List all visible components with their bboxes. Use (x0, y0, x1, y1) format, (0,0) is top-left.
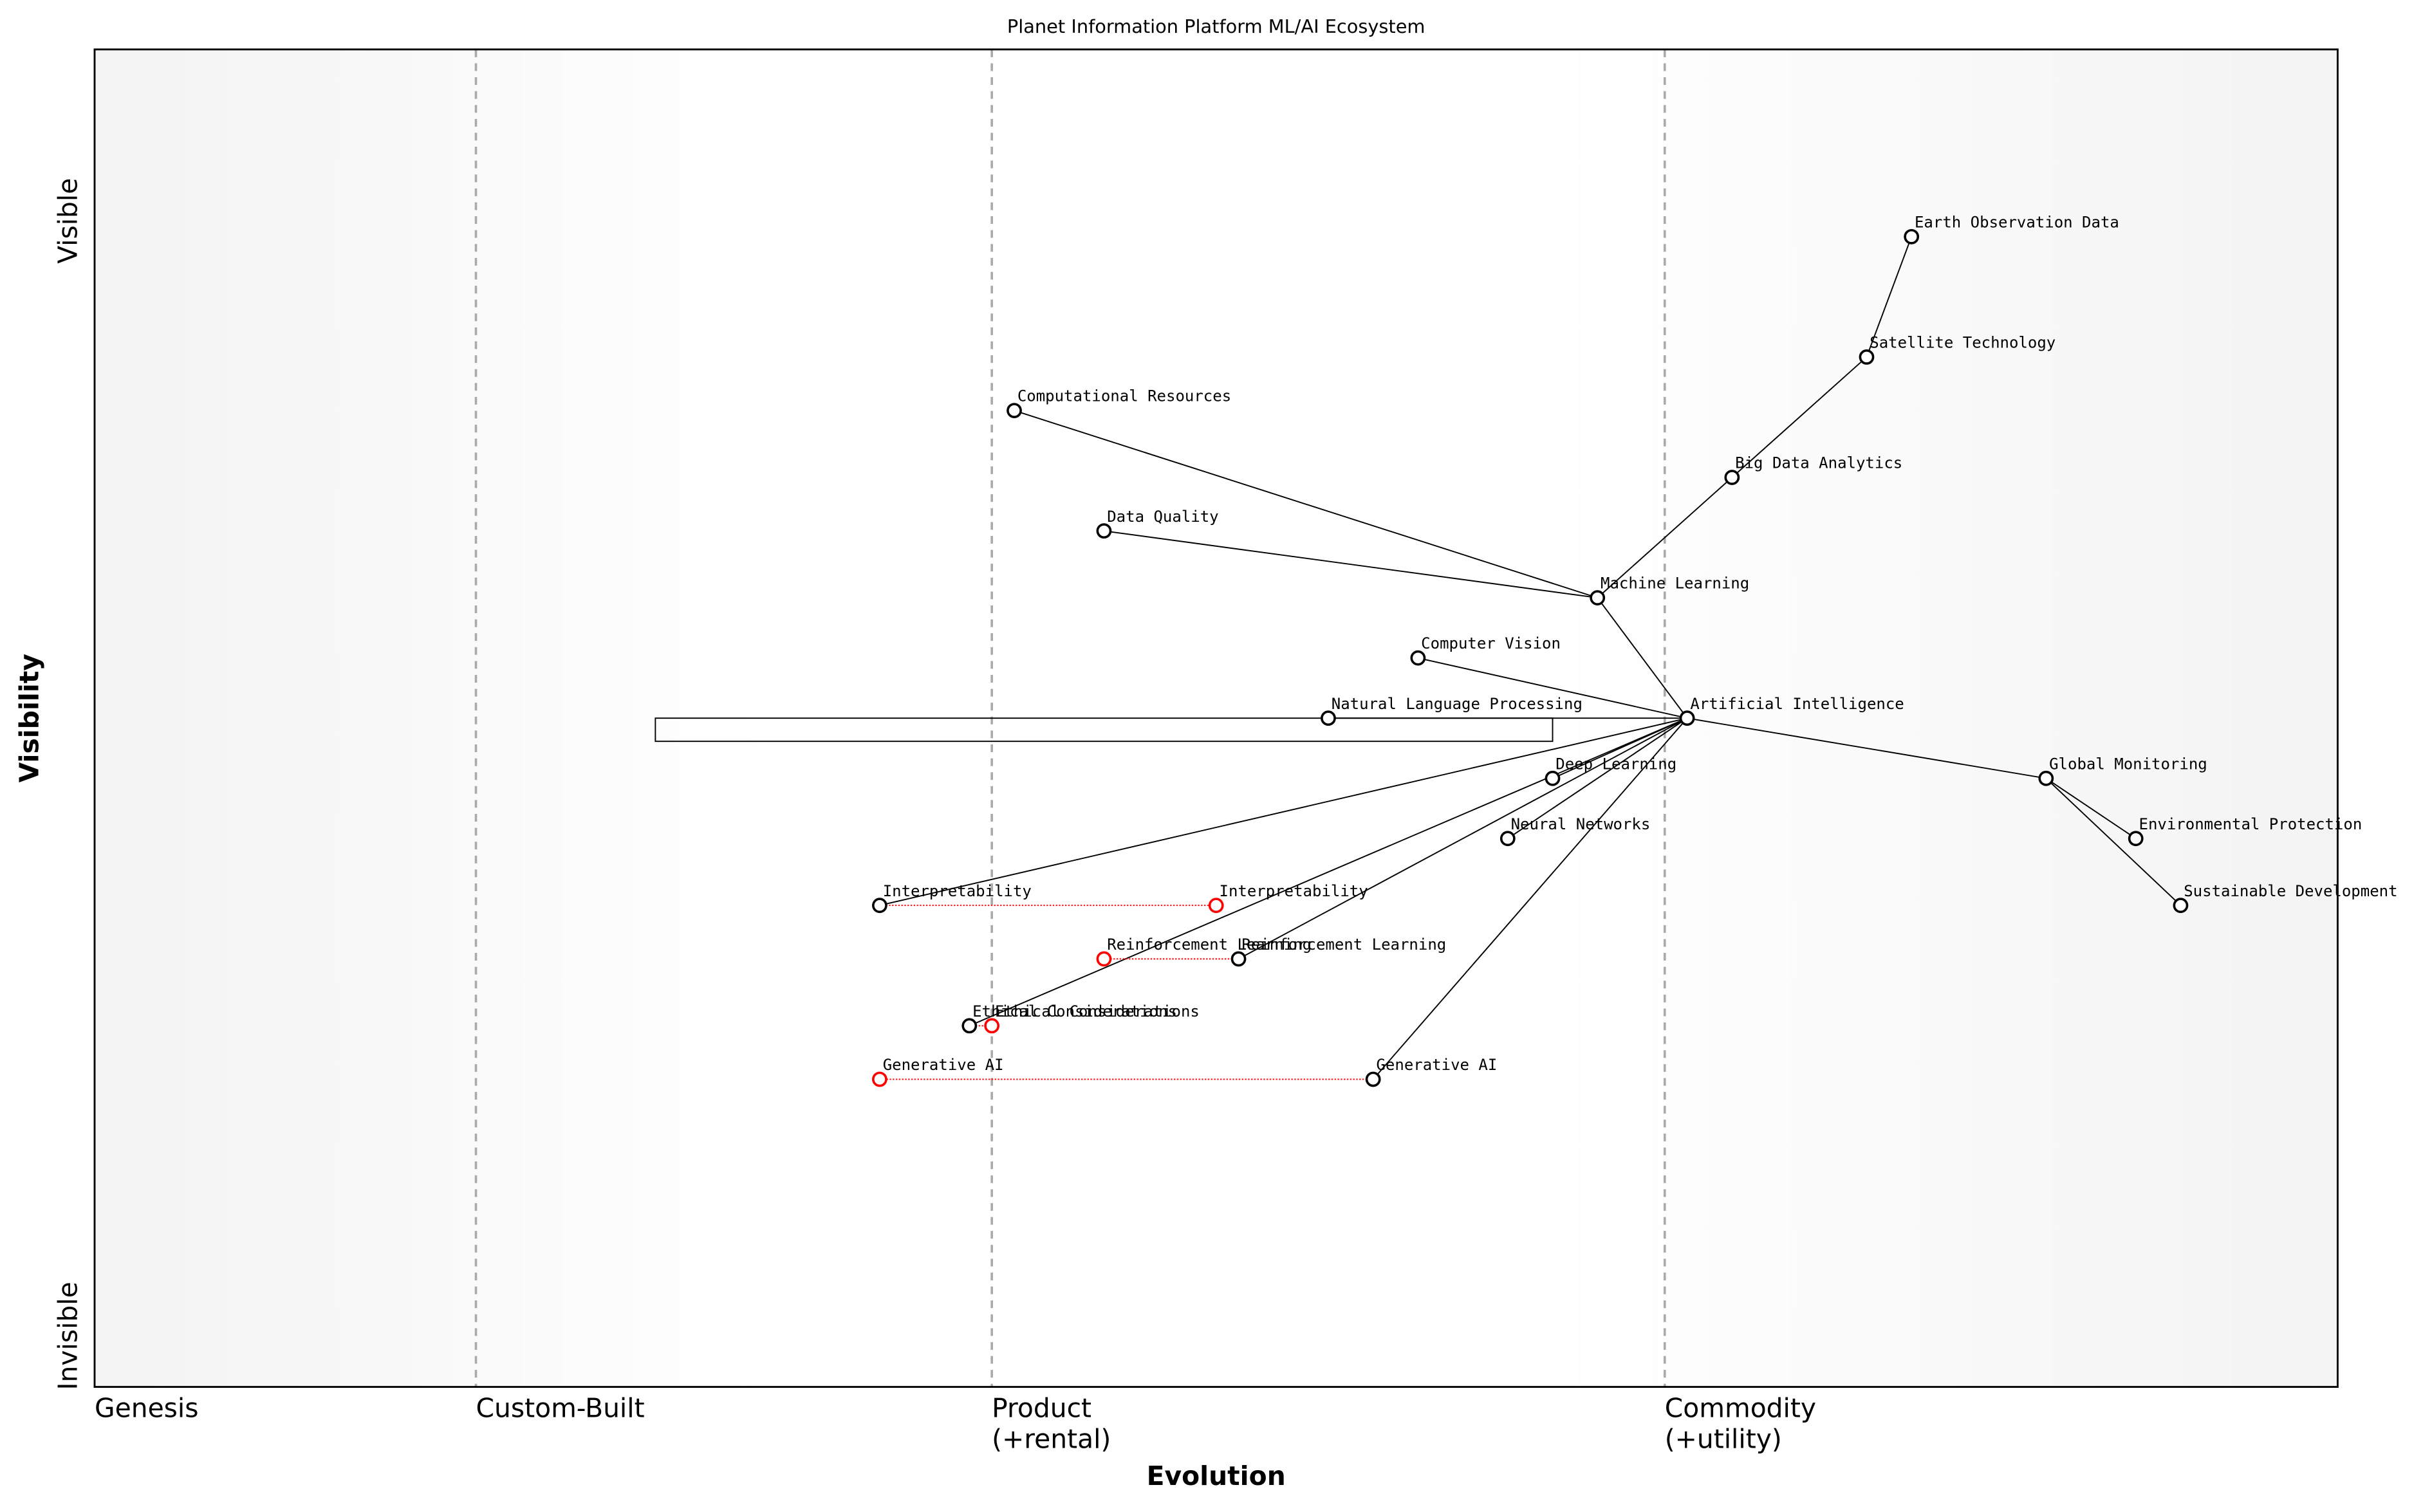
stage-label: (+utility) (1665, 1424, 1782, 1455)
dependency-link (1507, 717, 1688, 840)
pipeline (654, 717, 1554, 742)
component (1096, 951, 1112, 967)
component (961, 1018, 978, 1034)
component (1590, 590, 1606, 605)
component-label: Environmental Protection (2139, 815, 2363, 833)
component-label: Interpretability (1220, 882, 1368, 900)
title: Planet Information Platform ML/AI Ecosys… (1007, 15, 1425, 37)
dependency-link (1418, 657, 1687, 719)
dependency-link (1687, 717, 2047, 779)
stage-label: Commodity (1665, 1393, 1816, 1424)
component-label: Ethical Considerations (972, 1002, 1177, 1020)
component (1365, 1071, 1381, 1087)
component (872, 1071, 887, 1087)
dependency-link (1014, 410, 1598, 599)
component-label: Generative AI (1376, 1056, 1497, 1074)
dependency-link (1372, 717, 1688, 1080)
component-label: Satellite Technology (1870, 334, 2056, 352)
dependency-link (2045, 777, 2137, 840)
dependency-link (1597, 477, 1732, 598)
component-label: Reinforcement Learning (1107, 936, 1312, 954)
component (1904, 228, 1920, 244)
component-label: Natural Language Processing (1332, 695, 1583, 713)
component (1679, 710, 1695, 726)
component-label: Artificial Intelligence (1690, 695, 1904, 713)
component-label: Ethical Considerations (995, 1002, 1200, 1020)
component (2173, 898, 2189, 914)
component (1859, 349, 1875, 365)
component-label: Interpretability (883, 882, 1032, 900)
component-label: Computer Vision (1421, 634, 1561, 652)
component-label: Neural Networks (1511, 815, 1651, 833)
dependency-link (2045, 778, 2182, 906)
plot-frame (93, 48, 2339, 1388)
x-axis-label: Evolution (1147, 1461, 1286, 1491)
component-label: Sustainable Development (2184, 882, 2397, 900)
map-layer: Genesis Custom-Built Product(+rental) Commo… (95, 49, 2398, 1455)
stage-label: Custom-Built (476, 1393, 645, 1424)
component (1499, 831, 1516, 847)
dependency-link (1866, 236, 1913, 358)
component (1007, 403, 1022, 418)
component-label: Earth Observation Data (1915, 213, 2119, 231)
component-label: Big Data Analytics (1735, 454, 1902, 472)
dependency-link (1597, 597, 1688, 719)
component (1208, 898, 1224, 914)
component-label: Computational Resources (1017, 387, 1231, 405)
dependency-link (879, 717, 1687, 907)
dependency-link (1238, 717, 1688, 960)
component-label: Reinforcement Learning (1241, 936, 1446, 954)
y-axis-label: Visibility (14, 654, 45, 782)
stage-label: Product (992, 1393, 1091, 1424)
stage-label: Genesis (95, 1393, 199, 1424)
component (1230, 951, 1247, 967)
component (1410, 650, 1426, 666)
dependency-link (1104, 530, 1598, 599)
dependency-link (1731, 356, 1868, 478)
component (2128, 831, 2144, 847)
component (1096, 523, 1112, 539)
component-label: Generative AI (883, 1056, 1004, 1074)
component-label: Machine Learning (1601, 575, 1749, 593)
component (2038, 770, 2054, 786)
component (872, 898, 887, 914)
component-label: Data Quality (1107, 508, 1218, 526)
y-top-label: Visible (53, 178, 84, 264)
component (984, 1018, 1000, 1034)
y-bottom-label: Invisible (53, 1282, 84, 1390)
component (1321, 710, 1336, 726)
component-label: Global Monitoring (2049, 755, 2207, 773)
component-label: Deep Learning (1555, 755, 1676, 773)
component (1724, 470, 1740, 485)
component (1545, 770, 1561, 786)
dependency-link (969, 717, 1688, 1027)
stage-label: (+rental) (992, 1424, 1111, 1455)
